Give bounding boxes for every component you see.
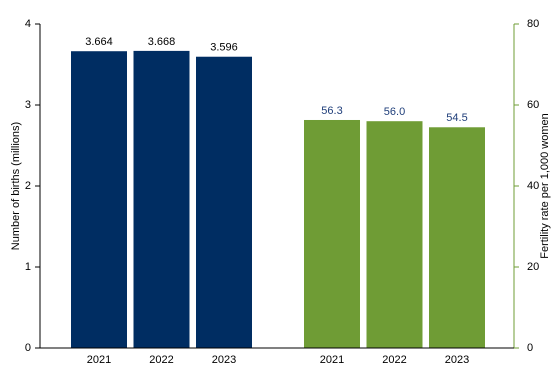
bar xyxy=(304,119,360,348)
value-label: 3.596 xyxy=(210,42,238,54)
x-tick-label: 2021 xyxy=(320,354,344,366)
x-tick-label: 2021 xyxy=(87,354,111,366)
value-label: 3.668 xyxy=(148,36,176,48)
value-label: 56.3 xyxy=(321,105,342,117)
x-tick-label: 2023 xyxy=(445,354,469,366)
y2-tick-label: 60 xyxy=(527,99,539,111)
value-label: 3.664 xyxy=(85,36,113,48)
y2-tick-label: 80 xyxy=(527,18,539,30)
y-axis-label: Number of births (millions) xyxy=(10,122,22,250)
y-tick-label: 1 xyxy=(25,261,31,273)
x-tick-label: 2022 xyxy=(382,354,406,366)
bar xyxy=(133,50,190,348)
y2-tick-label: 20 xyxy=(527,261,539,273)
y-tick-label: 4 xyxy=(25,18,31,30)
y-tick-label: 0 xyxy=(25,342,31,354)
value-label: 54.5 xyxy=(446,112,467,124)
bar xyxy=(366,121,423,348)
bar xyxy=(429,127,485,349)
y-tick-label: 3 xyxy=(25,99,31,111)
y2-tick-label: 0 xyxy=(527,342,533,354)
y2-axis-label: Fertility rate per 1,000 women xyxy=(539,113,551,259)
x-tick-label: 2023 xyxy=(212,354,236,366)
y-tick-label: 2 xyxy=(25,180,31,192)
bar xyxy=(196,56,252,348)
x-tick-label: 2022 xyxy=(149,354,173,366)
bar xyxy=(71,51,127,348)
y2-tick-label: 40 xyxy=(527,180,539,192)
value-label: 56.0 xyxy=(384,106,405,118)
